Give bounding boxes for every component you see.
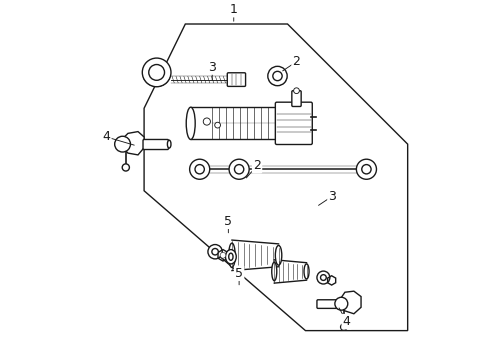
Text: 3: 3 bbox=[328, 190, 336, 203]
Circle shape bbox=[211, 248, 218, 255]
Circle shape bbox=[207, 244, 222, 259]
FancyBboxPatch shape bbox=[275, 102, 312, 144]
Circle shape bbox=[267, 66, 286, 86]
Text: 4: 4 bbox=[342, 315, 350, 328]
Text: 4: 4 bbox=[102, 130, 110, 144]
Circle shape bbox=[228, 159, 249, 179]
Text: 2: 2 bbox=[292, 55, 300, 68]
Circle shape bbox=[220, 252, 225, 258]
Ellipse shape bbox=[186, 107, 195, 139]
Circle shape bbox=[148, 64, 164, 80]
Circle shape bbox=[122, 164, 129, 171]
Text: 1: 1 bbox=[229, 3, 237, 16]
Circle shape bbox=[115, 136, 130, 152]
FancyBboxPatch shape bbox=[142, 139, 168, 149]
FancyBboxPatch shape bbox=[316, 300, 340, 309]
Circle shape bbox=[320, 275, 325, 280]
Ellipse shape bbox=[275, 246, 281, 265]
FancyBboxPatch shape bbox=[227, 73, 245, 86]
Ellipse shape bbox=[225, 249, 236, 264]
Circle shape bbox=[195, 165, 204, 174]
Ellipse shape bbox=[228, 253, 233, 260]
Text: 5: 5 bbox=[224, 215, 232, 228]
Circle shape bbox=[361, 165, 370, 174]
FancyBboxPatch shape bbox=[291, 91, 301, 107]
Text: 5: 5 bbox=[235, 267, 243, 280]
Circle shape bbox=[293, 88, 299, 94]
Circle shape bbox=[334, 297, 347, 310]
Ellipse shape bbox=[167, 140, 171, 148]
Circle shape bbox=[142, 58, 171, 87]
Circle shape bbox=[203, 118, 210, 125]
Ellipse shape bbox=[228, 243, 235, 267]
Ellipse shape bbox=[304, 264, 308, 279]
Polygon shape bbox=[339, 291, 360, 314]
Circle shape bbox=[272, 71, 282, 81]
Polygon shape bbox=[121, 132, 144, 155]
Circle shape bbox=[316, 271, 329, 284]
Ellipse shape bbox=[271, 262, 276, 281]
Circle shape bbox=[340, 324, 346, 330]
Text: 2: 2 bbox=[253, 159, 261, 172]
Text: 3: 3 bbox=[208, 60, 216, 73]
Circle shape bbox=[234, 165, 244, 174]
Circle shape bbox=[356, 159, 376, 179]
Circle shape bbox=[189, 159, 209, 179]
Circle shape bbox=[214, 122, 220, 128]
